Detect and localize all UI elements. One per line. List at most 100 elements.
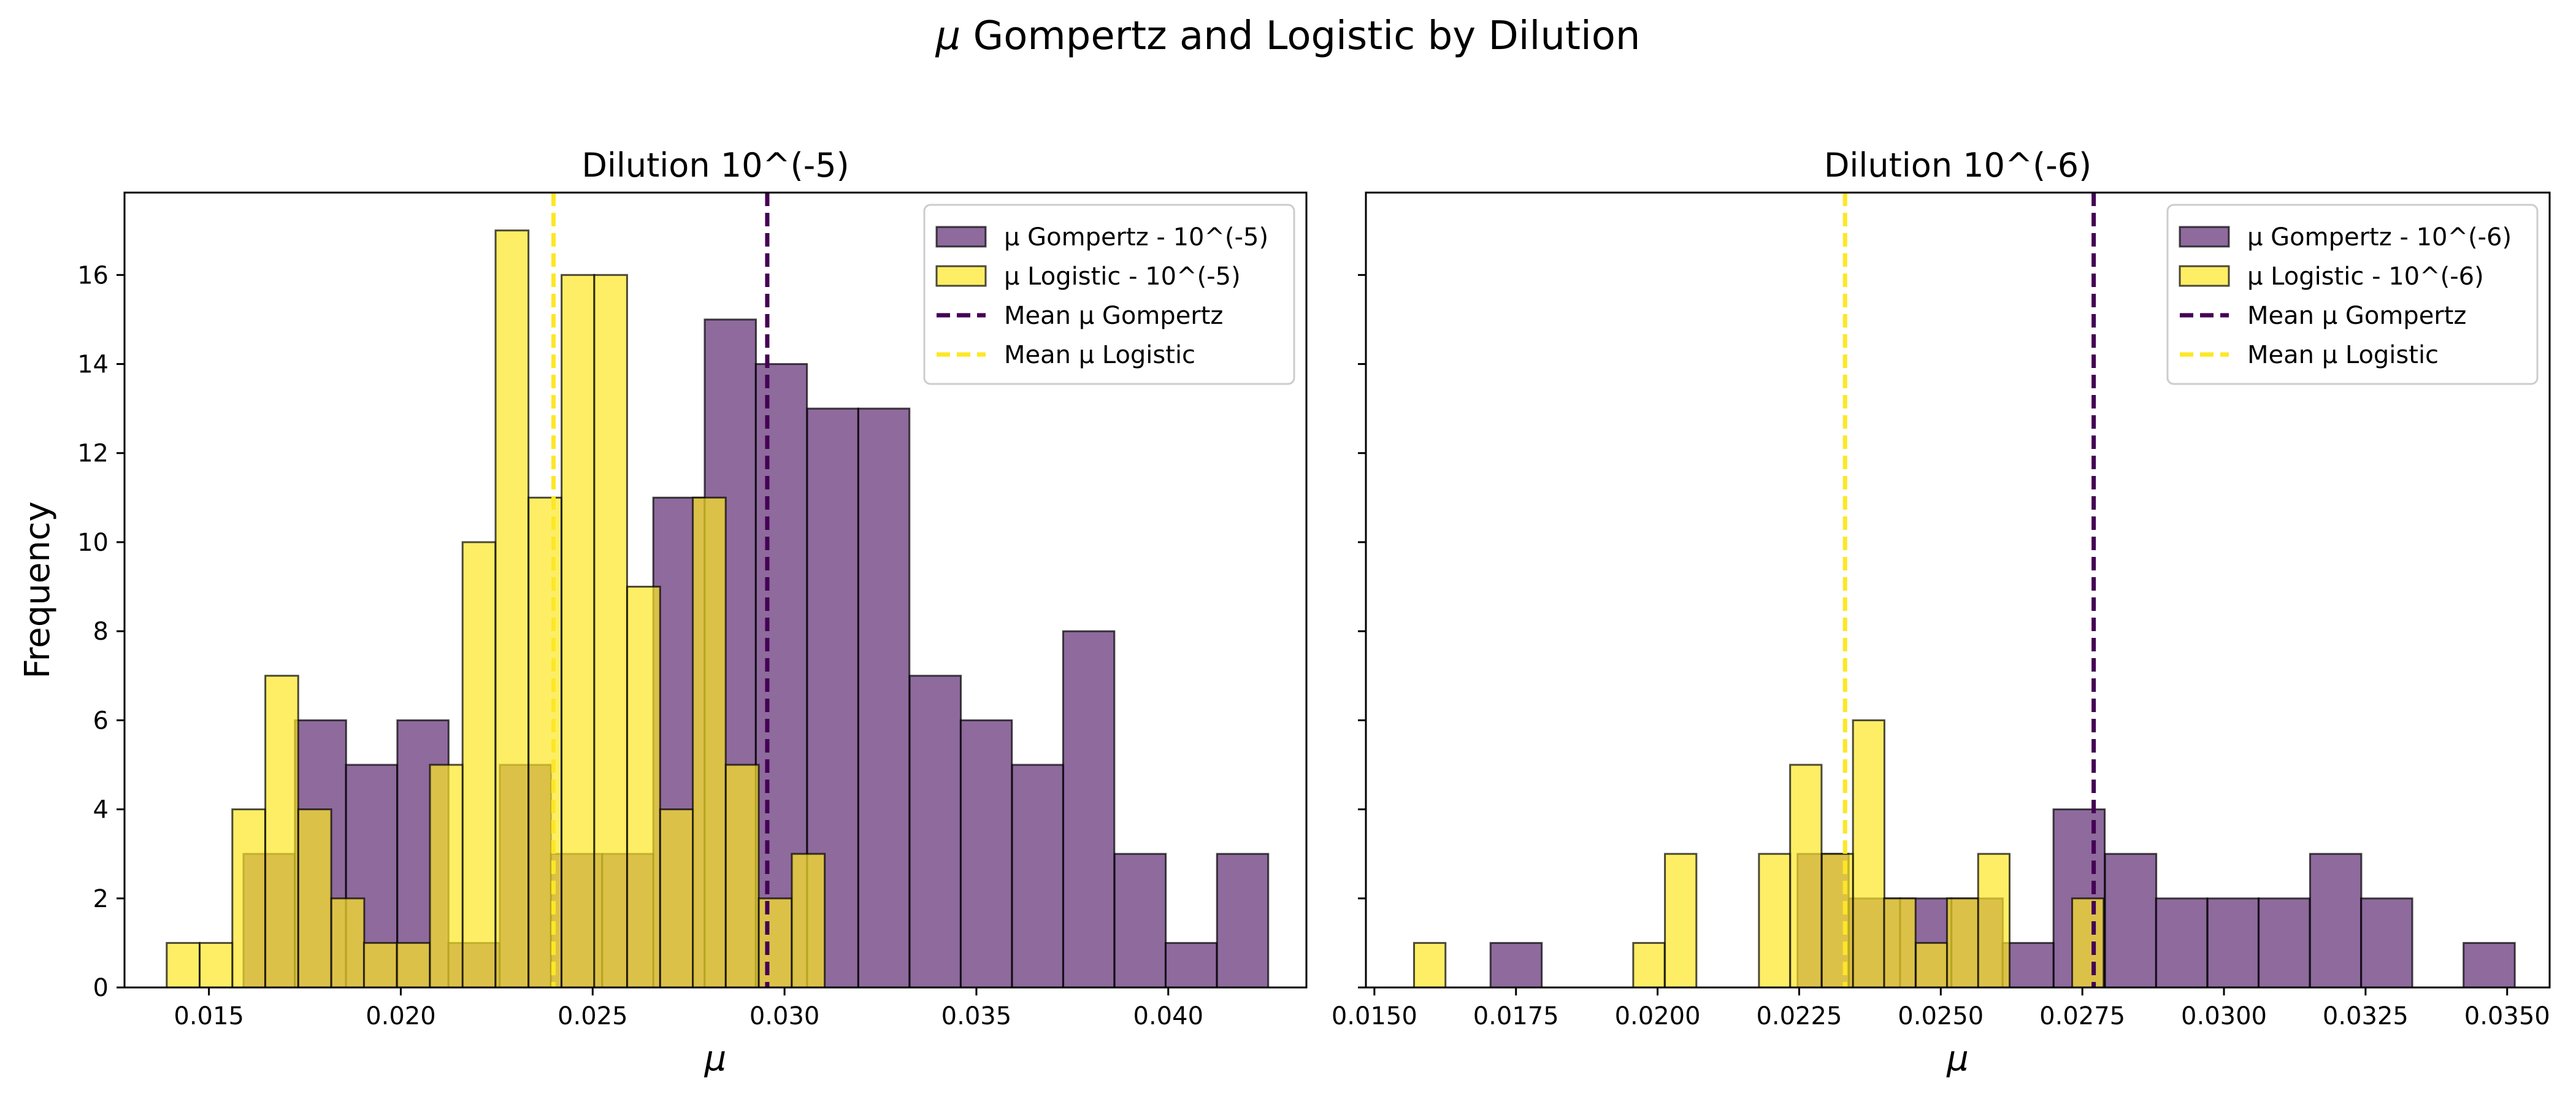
y-tick-label: 6 bbox=[93, 707, 109, 735]
logistic-histogram-bar bbox=[561, 274, 596, 989]
x-tick-label: 0.040 bbox=[1133, 1002, 1204, 1030]
gompertz-histogram-bar bbox=[1489, 941, 1543, 989]
x-axis-label: μ bbox=[1946, 1039, 1969, 1079]
gompertz-histogram-bar bbox=[2359, 897, 2413, 989]
logistic-histogram-bar bbox=[166, 941, 201, 989]
x-axis-ticks: 0.015 0.020 0.025 0.030 0.035 0.040 bbox=[174, 987, 1203, 1030]
logistic-histogram-bar bbox=[264, 675, 299, 989]
x-tick-label: 0.015 bbox=[174, 1002, 244, 1030]
gompertz-histogram-bar bbox=[2206, 897, 2260, 989]
logistic-histogram-bar bbox=[692, 496, 727, 989]
y-tick-label: 4 bbox=[93, 796, 109, 824]
x-tick-label: 0.0350 bbox=[2464, 1002, 2550, 1030]
logistic-histogram-bar bbox=[626, 586, 661, 989]
logistic-histogram-bar bbox=[1413, 941, 1447, 989]
logistic-histogram-bar bbox=[791, 853, 826, 989]
logistic-histogram-bar bbox=[461, 541, 497, 989]
logistic-histogram-bar bbox=[362, 941, 398, 989]
x-tick-label: 0.0175 bbox=[1473, 1002, 1559, 1030]
logistic-histogram-bar bbox=[1758, 853, 1792, 989]
logistic-histogram-bar bbox=[231, 808, 266, 989]
x-tick-label: 0.020 bbox=[366, 1002, 436, 1030]
gompertz-histogram-bar bbox=[2257, 897, 2311, 989]
y-tick-label: 12 bbox=[77, 440, 109, 468]
y-tick-label: 0 bbox=[93, 974, 109, 1002]
histogram-panel-dilution-6: 0.0150 0.0175 0.0200 0.0225 0.0250 0.0275 0.03… bbox=[1332, 146, 2551, 1079]
legend-mean-mu-logistic-label: Mean μ Logistic bbox=[1004, 341, 1195, 369]
logistic-histogram-bar bbox=[396, 941, 431, 989]
x-tick-label: 0.0325 bbox=[2323, 1002, 2409, 1030]
y-axis-ticks bbox=[1358, 274, 1366, 989]
y-tick-label: 8 bbox=[93, 618, 109, 646]
x-tick-label: 0.025 bbox=[558, 1002, 628, 1030]
logistic-histogram-bar bbox=[1820, 853, 1855, 989]
gompertz-histogram-bar bbox=[1164, 941, 1218, 989]
logistic-histogram-bar bbox=[199, 941, 234, 989]
x-tick-label: 0.0300 bbox=[2181, 1002, 2267, 1030]
figure-title-text: Gompertz and Logistic by Dilution bbox=[960, 13, 1640, 59]
panel-title: Dilution 10^(-5) bbox=[581, 146, 849, 185]
logistic-histogram-bar bbox=[1664, 853, 1698, 989]
gompertz-histogram-bar bbox=[1216, 853, 1270, 989]
logistic-histogram-bar bbox=[1632, 941, 1666, 989]
x-axis-ticks: 0.0150 0.0175 0.0200 0.0225 0.0250 0.0275 0.03… bbox=[1332, 987, 2550, 1030]
y-tick-label: 16 bbox=[77, 261, 109, 289]
x-tick-label: 0.0225 bbox=[1756, 1002, 1842, 1030]
logistic-histogram-bar bbox=[757, 897, 793, 989]
x-tick-label: 0.035 bbox=[941, 1002, 1012, 1030]
logistic-histogram-bar bbox=[2071, 897, 2105, 989]
legend-mu-gompertz-10-6-swatch bbox=[2179, 226, 2230, 248]
logistic-histogram-bar bbox=[1945, 897, 1980, 989]
legend-mu-logistic-10-6-swatch bbox=[2179, 265, 2230, 287]
x-tick-label: 0.0275 bbox=[2039, 1002, 2125, 1030]
gompertz-histogram-bar bbox=[2155, 897, 2209, 989]
legend: μ Gompertz - 10^(-6) μ Logistic - 10^(-6)… bbox=[2166, 204, 2539, 385]
logistic-histogram-bar bbox=[297, 808, 332, 989]
bars-layer bbox=[166, 229, 1270, 989]
legend: μ Gompertz - 10^(-5) μ Logistic - 10^(-5)… bbox=[923, 204, 1295, 385]
logistic-histogram-bar bbox=[429, 764, 464, 989]
panel-title: Dilution 10^(-6) bbox=[1824, 146, 2091, 185]
logistic-histogram-bar bbox=[724, 764, 760, 989]
gompertz-histogram-bar bbox=[857, 407, 911, 989]
logistic-histogram-bar bbox=[330, 897, 366, 989]
gompertz-histogram-bar bbox=[1062, 630, 1116, 989]
x-tick-label: 0.030 bbox=[749, 1002, 820, 1030]
logistic-histogram-bar bbox=[527, 496, 562, 989]
legend-box bbox=[2166, 204, 2539, 385]
logistic-histogram-bar bbox=[1915, 941, 1949, 989]
logistic-histogram-bar bbox=[1883, 897, 1917, 989]
logistic-histogram-bar bbox=[1977, 853, 2011, 989]
mean-lines-layer bbox=[1842, 193, 2096, 987]
legend-mu-logistic-10-6-label: μ Logistic - 10^(-6) bbox=[2247, 263, 2484, 291]
histogram-panel-dilution-5: 0.015 0.020 0.025 0.030 0.035 0.040 0 2 4 6 8 10 12… bbox=[18, 146, 1308, 1079]
gompertz-histogram-bar bbox=[1113, 853, 1167, 989]
legend-mu-gompertz-10-5-label: μ Gompertz - 10^(-5) bbox=[1004, 223, 1268, 251]
logistic-histogram-bar bbox=[1852, 719, 1885, 989]
gompertz-histogram-bar bbox=[908, 675, 962, 989]
axes-frame bbox=[123, 191, 1308, 989]
legend-mu-logistic-10-5-swatch bbox=[935, 265, 987, 287]
figure-title: μ Gompertz and Logistic by Dilution bbox=[935, 13, 1641, 59]
logistic-histogram-bar bbox=[593, 274, 628, 989]
axes-frame bbox=[1365, 191, 2551, 989]
legend-mean-mu-gompertz-label: Mean μ Gompertz bbox=[2247, 302, 2466, 330]
logistic-histogram-bar bbox=[659, 808, 694, 989]
y-axis-ticks: 0 2 4 6 8 10 12 14 16 bbox=[77, 261, 125, 1002]
x-axis-label: μ bbox=[704, 1039, 727, 1079]
y-tick-label: 10 bbox=[77, 529, 109, 557]
y-tick-label: 14 bbox=[77, 351, 109, 379]
y-tick-label: 2 bbox=[93, 885, 109, 913]
mean-lines-layer bbox=[551, 193, 770, 987]
legend-mean-mu-gompertz-label: Mean μ Gompertz bbox=[1004, 302, 1223, 330]
legend-mean-mu-logistic-label: Mean μ Logistic bbox=[2247, 341, 2439, 369]
figure-title-mu: μ bbox=[935, 13, 961, 59]
x-tick-label: 0.0200 bbox=[1615, 1002, 1701, 1030]
x-tick-label: 0.0150 bbox=[1332, 1002, 1417, 1030]
gompertz-histogram-bar bbox=[2104, 853, 2158, 989]
legend-mu-gompertz-10-5-swatch bbox=[935, 226, 987, 248]
legend-mu-logistic-10-5-label: μ Logistic - 10^(-5) bbox=[1004, 263, 1241, 291]
legend-box bbox=[923, 204, 1295, 385]
gompertz-histogram-bar bbox=[2309, 853, 2363, 989]
